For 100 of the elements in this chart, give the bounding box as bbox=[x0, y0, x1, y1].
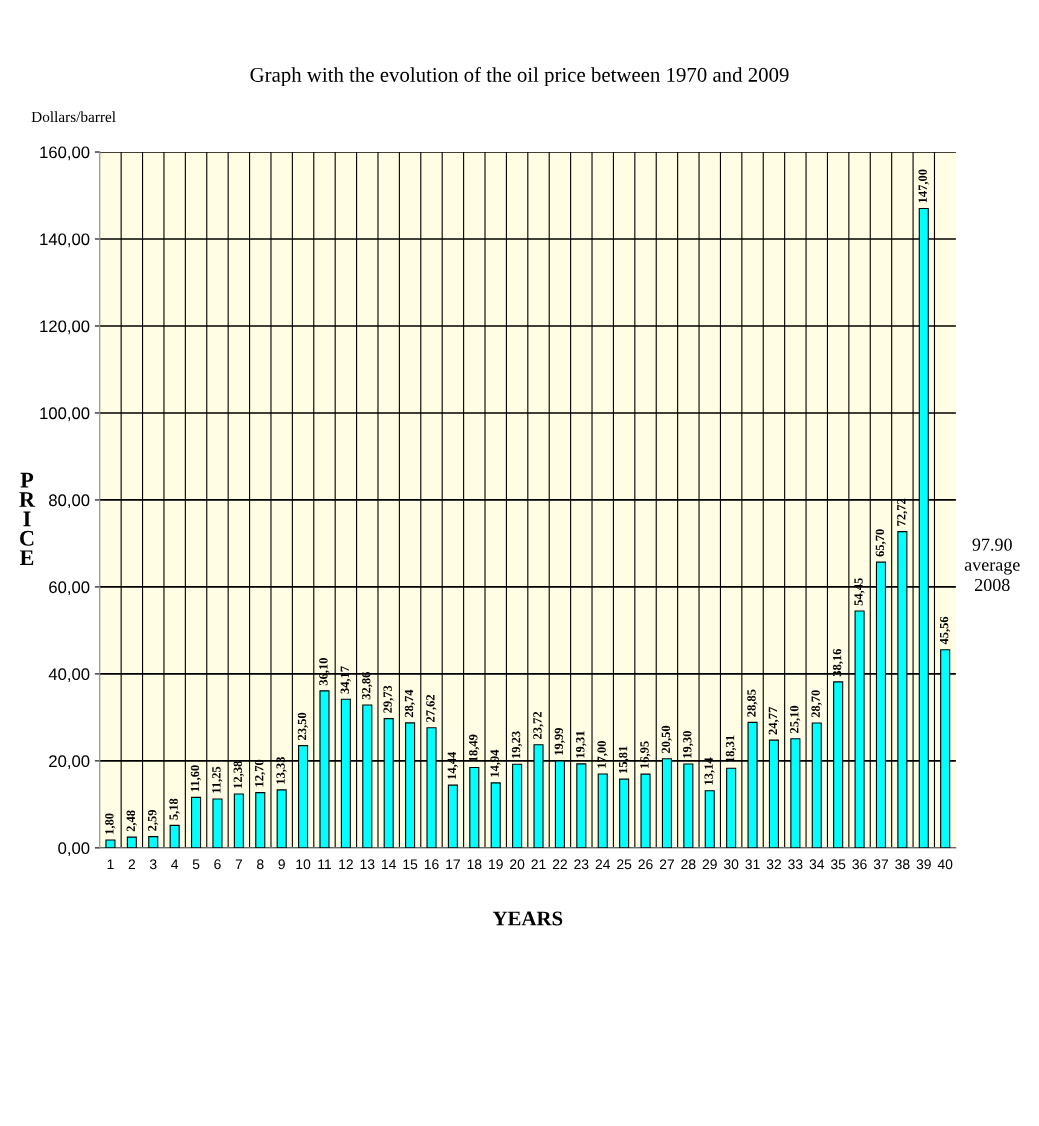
data-label: 24,77 bbox=[768, 707, 779, 735]
x-tick-label: 19 bbox=[489, 859, 503, 870]
data-label: 29,73 bbox=[383, 685, 394, 713]
x-tick-label: 9 bbox=[278, 859, 285, 870]
chart-title: Graph with the evolution of the oil price between 1970 and 2009 bbox=[250, 67, 789, 87]
data-label: 12,38 bbox=[233, 761, 244, 788]
bar bbox=[469, 766, 480, 848]
data-label: 28,70 bbox=[811, 690, 822, 718]
x-tick-label: 31 bbox=[745, 859, 760, 870]
data-label: 11,25 bbox=[212, 766, 223, 793]
x-tick-label: 2 bbox=[128, 859, 136, 870]
x-tick-label: 16 bbox=[424, 859, 439, 870]
y-tick-label: 80,00 bbox=[49, 494, 90, 509]
data-label: 20,50 bbox=[661, 725, 672, 753]
x-tick-label: 25 bbox=[617, 859, 632, 870]
bar bbox=[126, 836, 137, 848]
data-label: 1,80 bbox=[105, 813, 116, 834]
data-label: 19,23 bbox=[511, 731, 523, 759]
x-tick-label: 17 bbox=[446, 859, 460, 870]
data-label: 27,62 bbox=[426, 694, 437, 723]
bar bbox=[105, 839, 116, 848]
data-label: 147,00 bbox=[918, 169, 929, 203]
bar bbox=[704, 790, 715, 848]
data-label: 11,60 bbox=[190, 765, 201, 792]
x-tick-label: 21 bbox=[531, 859, 546, 870]
x-tick-label: 27 bbox=[659, 859, 674, 870]
x-tick-label: 29 bbox=[702, 859, 717, 870]
y-tick-label: 60,00 bbox=[49, 581, 90, 596]
x-tick-label: 5 bbox=[192, 859, 200, 870]
x-tick-label: 34 bbox=[809, 859, 825, 870]
x-tick-label: 36 bbox=[852, 859, 867, 870]
data-label: 19,99 bbox=[554, 728, 565, 755]
bar bbox=[640, 773, 651, 848]
data-label: 5,18 bbox=[169, 798, 180, 820]
x-tick-label: 4 bbox=[171, 859, 179, 870]
x-tick-label: 1 bbox=[107, 859, 114, 870]
bar bbox=[619, 778, 630, 848]
data-label: 15,81 bbox=[618, 746, 630, 773]
data-label: 18,49 bbox=[469, 734, 480, 762]
x-tick-label: 32 bbox=[766, 859, 781, 870]
x-tick-label: 7 bbox=[235, 859, 243, 870]
y-tick-label: 0,00 bbox=[58, 842, 90, 857]
bar bbox=[148, 836, 159, 848]
x-tick-label: 6 bbox=[214, 859, 221, 870]
bar bbox=[276, 789, 287, 848]
y-tick-label: 40,00 bbox=[48, 668, 90, 683]
x-tick-label: 26 bbox=[638, 859, 653, 870]
bar bbox=[597, 773, 608, 848]
bar bbox=[191, 796, 202, 848]
x-tick-label: 23 bbox=[574, 859, 589, 870]
x-tick-label: 20 bbox=[510, 859, 525, 870]
y-tick-label: 20,00 bbox=[49, 755, 90, 770]
data-label: 23,50 bbox=[297, 712, 309, 740]
x-tick-label: 39 bbox=[916, 859, 931, 870]
bar bbox=[255, 792, 266, 848]
x-tick-label: 22 bbox=[552, 859, 567, 870]
data-label: 34,17 bbox=[340, 666, 351, 694]
y-axis-title: PRICE bbox=[19, 472, 36, 565]
data-label: 17,00 bbox=[597, 741, 608, 768]
data-label: 45,56 bbox=[939, 616, 951, 645]
bar bbox=[490, 782, 501, 848]
x-tick-label: 15 bbox=[403, 859, 418, 870]
text: 97.90 average 2008 bbox=[964, 538, 1020, 592]
data-label: 38,16 bbox=[832, 648, 844, 677]
x-tick-label: 33 bbox=[788, 859, 803, 870]
x-tick-label: 10 bbox=[296, 859, 311, 870]
x-tick-label: 11 bbox=[318, 859, 332, 870]
data-label: 19,31 bbox=[576, 731, 587, 758]
y-tick-label: 140,00 bbox=[40, 233, 90, 248]
bar bbox=[726, 767, 737, 848]
y-tick-label: 100,00 bbox=[40, 407, 90, 422]
data-label: 19,30 bbox=[683, 731, 694, 758]
y-tick-label: 160,00 bbox=[40, 146, 90, 161]
bar bbox=[447, 784, 458, 848]
bar bbox=[233, 793, 244, 848]
data-label: 13,33 bbox=[276, 756, 287, 784]
data-label: 65,70 bbox=[875, 529, 886, 557]
data-label: 36,10 bbox=[319, 658, 330, 686]
y-tick-label: 120,00 bbox=[40, 320, 90, 335]
text: Dollars/barrel bbox=[31, 111, 116, 123]
x-tick-label: 18 bbox=[467, 859, 482, 870]
x-tick-label: 37 bbox=[873, 859, 888, 870]
data-label: 2,48 bbox=[126, 810, 137, 832]
bar bbox=[212, 798, 223, 848]
x-tick-label: 28 bbox=[681, 859, 696, 870]
x-tick-label: 8 bbox=[257, 859, 264, 870]
x-tick-label: 40 bbox=[937, 859, 953, 870]
x-tick-label: 38 bbox=[895, 859, 910, 870]
x-tick-label: 30 bbox=[723, 859, 739, 870]
data-label: 23,72 bbox=[533, 711, 544, 739]
x-tick-label: 35 bbox=[830, 859, 846, 870]
x-tick-label: 12 bbox=[339, 859, 353, 870]
bar bbox=[169, 824, 180, 848]
data-label: 13,14 bbox=[704, 757, 715, 785]
x-tick-label: 3 bbox=[149, 859, 157, 870]
x-tick-label: 24 bbox=[595, 859, 611, 870]
data-label: 2,59 bbox=[147, 809, 159, 831]
x-axis-title: YEARS bbox=[492, 911, 563, 926]
x-tick-label: 14 bbox=[382, 859, 397, 870]
data-label: 28,85 bbox=[747, 689, 758, 717]
